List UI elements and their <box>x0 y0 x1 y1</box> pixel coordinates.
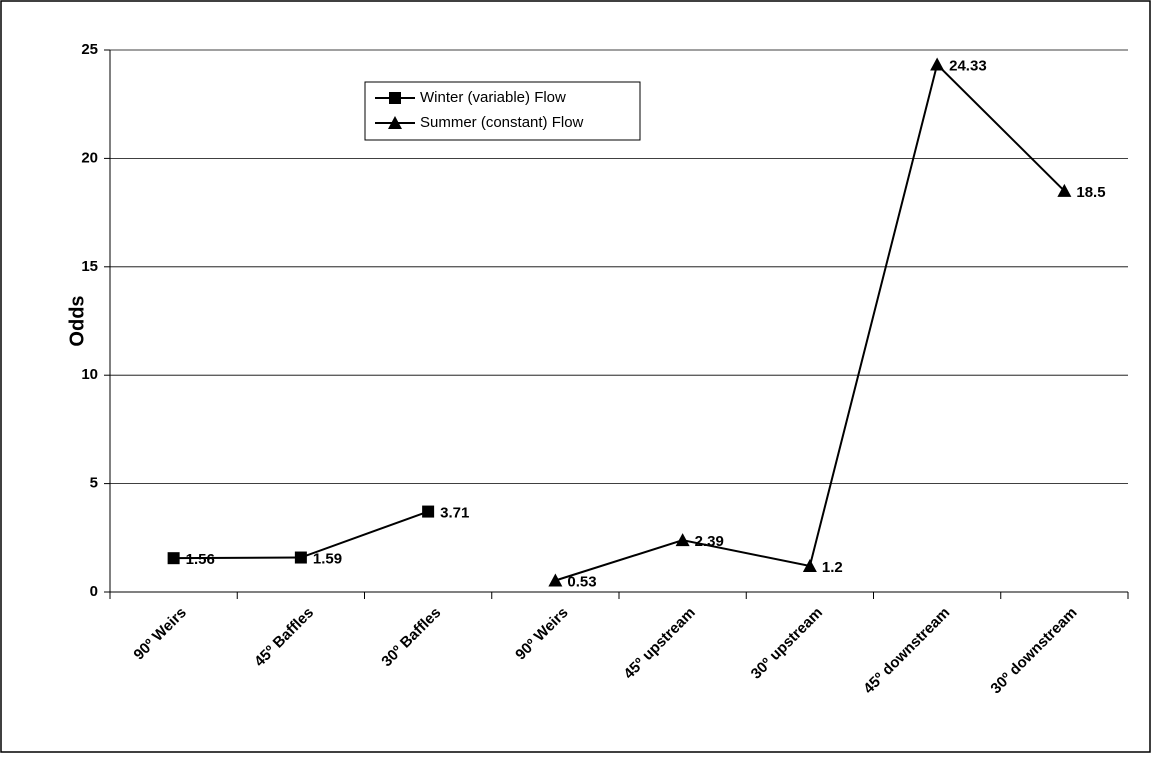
marker <box>802 558 817 572</box>
data-label: 2.39 <box>695 533 724 550</box>
y-tick-label: 10 <box>81 366 98 383</box>
data-label: 3.71 <box>440 505 469 522</box>
marker <box>389 92 401 104</box>
marker <box>388 116 402 129</box>
y-tick-label: 25 <box>81 41 98 58</box>
marker <box>422 505 435 518</box>
data-label: 1.59 <box>313 550 342 567</box>
marker <box>167 552 180 565</box>
marker <box>294 551 307 564</box>
marker <box>930 57 945 71</box>
legend-label: Summer (constant) Flow <box>420 114 584 131</box>
y-tick-label: 0 <box>90 583 98 600</box>
y-tick-label: 20 <box>81 149 98 166</box>
y-axis-label: Odds <box>66 295 88 346</box>
legend-label: Winter (variable) Flow <box>420 89 566 106</box>
data-label: 1.56 <box>186 551 215 568</box>
data-label: 24.33 <box>949 57 987 74</box>
data-label: 0.53 <box>567 573 596 590</box>
y-tick-label: 15 <box>81 258 98 275</box>
data-label: 18.5 <box>1076 184 1105 201</box>
marker <box>548 573 563 587</box>
marker <box>1057 183 1072 197</box>
data-label: 1.2 <box>822 559 843 576</box>
legend-box <box>364 81 641 141</box>
marker <box>675 533 690 547</box>
y-tick-label: 5 <box>90 475 98 492</box>
